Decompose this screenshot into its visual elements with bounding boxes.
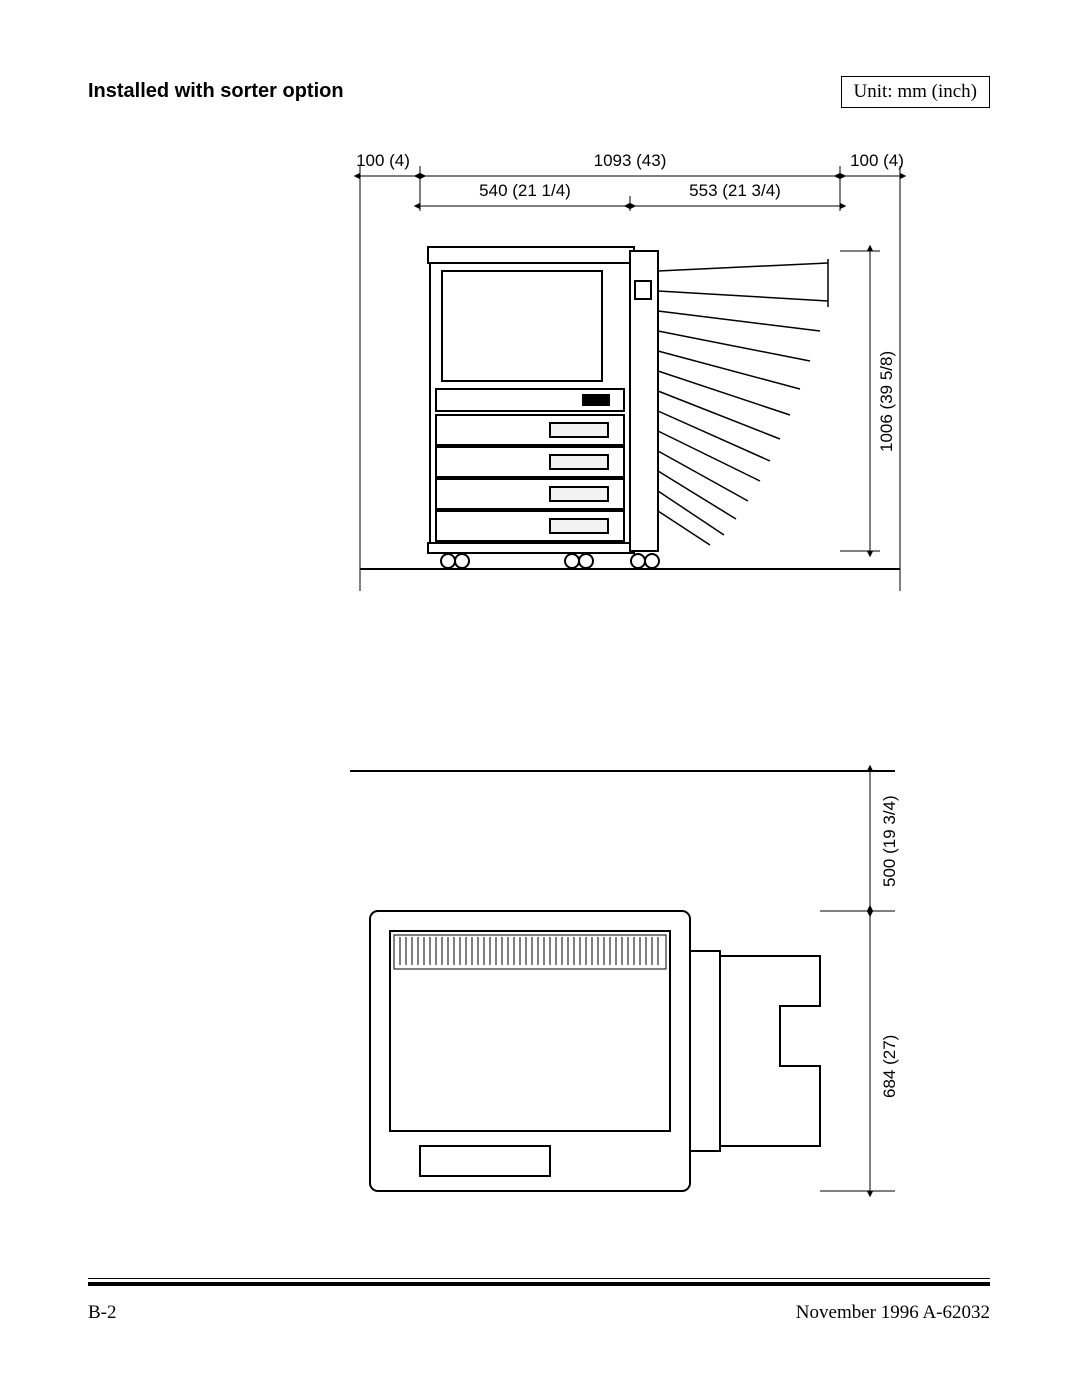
top-view-svg xyxy=(350,751,950,1231)
footer-left: B-2 xyxy=(88,1302,117,1324)
dim-right-clear: 100 (4) xyxy=(842,151,912,171)
dim-depth: 684 (27) xyxy=(880,991,900,1141)
page-content: Installed with sorter option Unit: mm (i… xyxy=(88,80,990,1231)
footer-rule xyxy=(88,1278,990,1286)
dim-clearance-back: 500 (19 3/4) xyxy=(880,776,900,906)
dim-left-clear: 100 (4) xyxy=(348,151,418,171)
front-view-svg xyxy=(350,151,950,601)
front-view-diagram: 100 (4) 1093 (43) 100 (4) 540 (21 1/4) 5… xyxy=(350,151,950,601)
dim-right-half: 553 (21 3/4) xyxy=(630,181,840,201)
dim-height: 1006 (39 5/8) xyxy=(877,301,897,501)
dim-total-width: 1093 (43) xyxy=(420,151,840,171)
top-view-diagram: 500 (19 3/4) 684 (27) xyxy=(350,751,950,1231)
page-footer: B-2 November 1996 A-62032 xyxy=(88,1302,990,1324)
dim-left-half: 540 (21 1/4) xyxy=(420,181,630,201)
unit-box: Unit: mm (inch) xyxy=(841,76,990,108)
footer-right: November 1996 A-62032 xyxy=(796,1302,990,1324)
